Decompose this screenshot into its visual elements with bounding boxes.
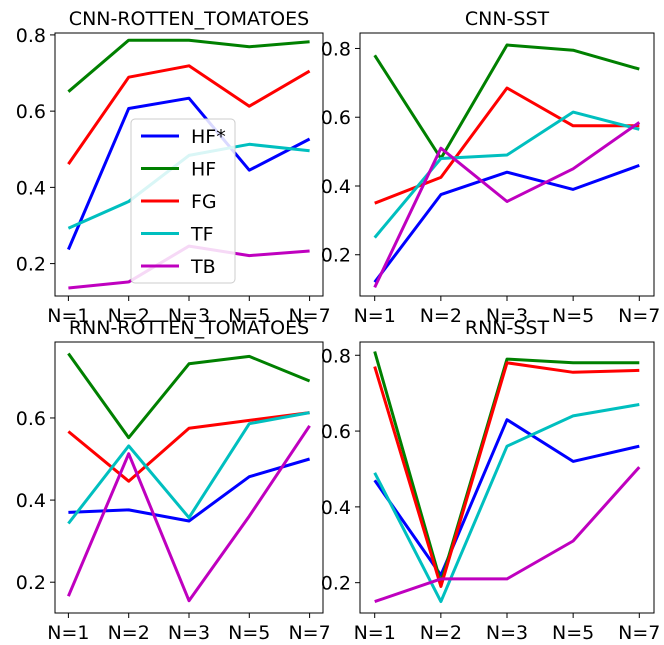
x-tick-label: N=2 [420,622,462,644]
legend-box [130,118,236,284]
x-tick-label: N=7 [288,622,330,644]
x-tick-label: N=2 [420,305,462,327]
series-group [373,351,641,604]
x-tick-label: N=5 [552,622,594,644]
series-line-tf [373,403,640,604]
x-tick-label: N=2 [108,305,150,327]
x-tick-label: N=7 [288,305,330,327]
y-tick-label: 0.8 [321,345,351,367]
x-tick-label: N=3 [486,622,528,644]
x-tick-label: N=1 [354,305,396,327]
x-tick-label: N=5 [228,305,270,327]
x-tick-label: N=3 [486,305,528,327]
y-tick-label: 0.2 [16,254,46,276]
y-tick-label: 0.2 [321,245,351,267]
y-tick-label: 0.6 [16,101,46,123]
series-group [373,43,641,289]
axes-frame [54,32,324,297]
y-tick-label: 0.4 [16,177,46,199]
series-line-tf [373,110,640,239]
y-tick-label: 0.8 [16,25,46,47]
legend-label: TF [190,224,214,246]
x-tick-label: N=7 [618,622,660,644]
x-tick-label: N=3 [168,622,210,644]
series-line-hf-star [68,457,311,523]
subplot-1: CNN-ROTTEN_TOMATOES 0.2 0.4 0.6 0.8 N=1 N=2 N=3… [16,8,331,327]
series-line-fg [374,86,640,205]
y-tick-label: 0.4 [321,176,351,198]
y-tick-label: 0.6 [321,107,351,129]
y-tick-label: 0.4 [16,490,46,512]
series-line-hf-star [67,96,311,251]
y-tick-label: 0.8 [321,38,351,60]
series-line-hf-star [373,418,640,577]
axes-frame [359,341,655,614]
series-line-fg [67,64,311,165]
x-tick-label: N=1 [47,305,89,327]
legend-label: TB [190,256,216,278]
series-line-hf [373,351,640,585]
legend-label: FG [191,191,217,213]
subplot-4: RNN-SST 0.2 0.4 0.6 0.8 N=1 N=2 N=3 N=5 N=7 [321,317,661,644]
y-tick-label: 0.2 [321,573,351,595]
axes-frame [54,341,324,614]
legend-label: HF [191,159,216,181]
y-tick-label: 0.2 [16,572,46,594]
series-group [67,352,311,603]
series-line-hf [67,352,311,440]
y-tick-label: 0.6 [321,421,351,443]
series-line-hf [373,43,640,160]
y-tick-label: 0.4 [321,497,351,519]
legend: HF* HF FG TF TB [130,118,236,284]
x-tick-label: N=1 [47,622,89,644]
subplot-title: RNN-SST [465,317,550,339]
series-line-fg [67,411,310,483]
series-line-tb [373,121,641,289]
series-line-tf [67,411,310,525]
x-tick-label: N=5 [228,622,270,644]
subplot-2: CNN-SST 0.2 0.4 0.6 0.8 N=1 N=2 N=3 N=5 N=7 [321,8,661,327]
subplot-3: RNN-ROTTEN_TOMATOES 0.2 0.4 0.6 N=1 N=2 N=3 N=5… [16,317,331,644]
y-tick-label: 0.6 [16,408,46,430]
legend-label: HF* [191,126,226,148]
series-line-fg [373,361,640,588]
series-line-tb [374,466,641,604]
x-tick-label: N=2 [108,622,150,644]
subplot-title: RNN-ROTTEN_TOMATOES [69,317,309,339]
subplot-title: CNN-ROTTEN_TOMATOES [69,8,309,30]
x-tick-label: N=5 [552,305,594,327]
x-tick-label: N=7 [618,305,660,327]
subplot-title: CNN-SST [465,8,550,30]
series-line-hf [67,38,310,93]
x-tick-label: N=1 [354,622,396,644]
series-line-hf-star [373,163,640,284]
axes-frame [359,32,655,297]
series-line-tb [67,424,311,603]
x-tick-label: N=3 [168,305,210,327]
